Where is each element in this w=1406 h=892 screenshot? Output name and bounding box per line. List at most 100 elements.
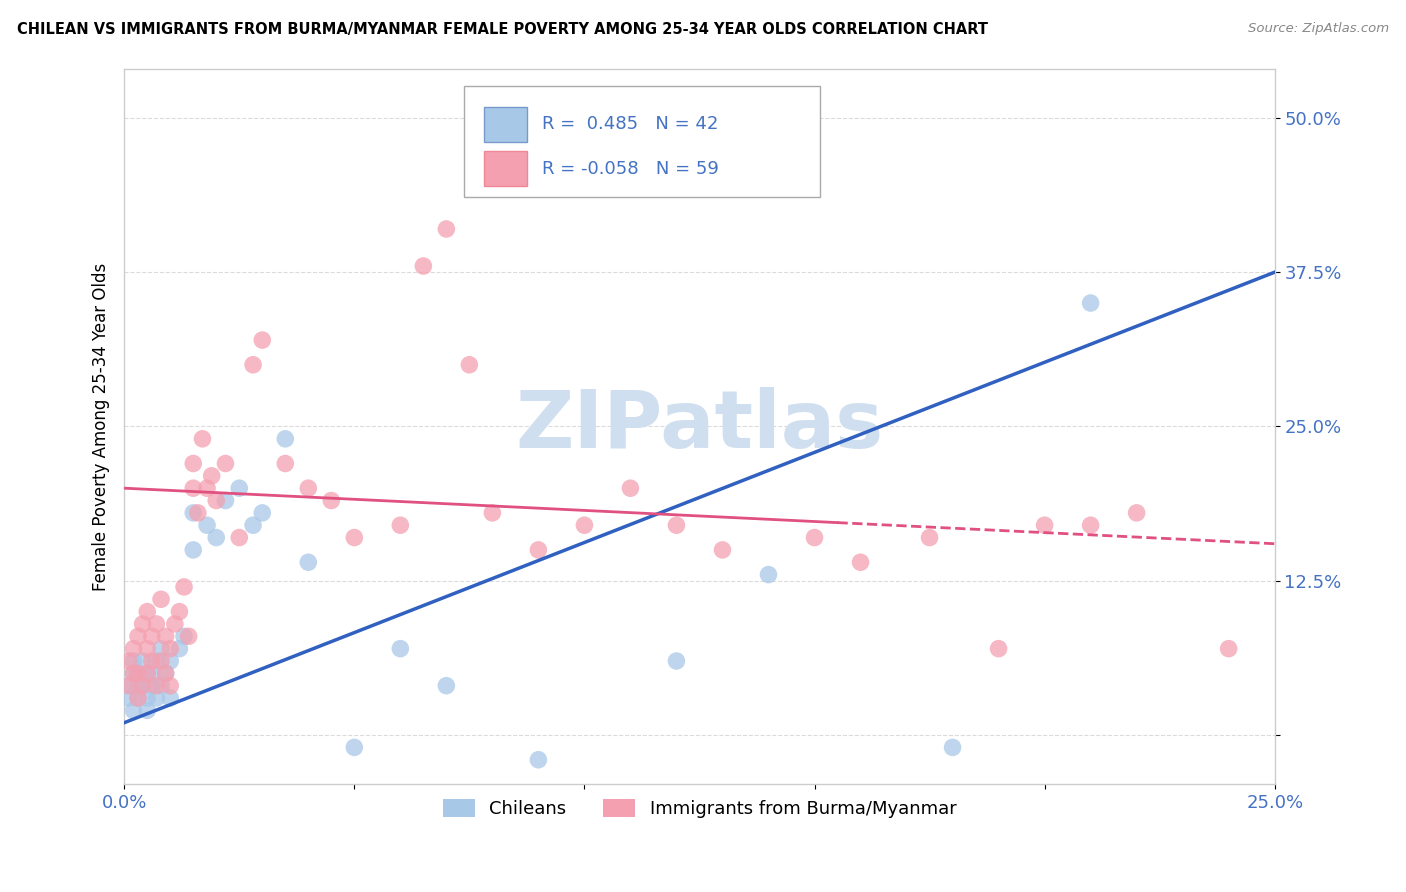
Point [159, 641, 181, 656]
Point [214, 493, 236, 508]
Point [163, 617, 186, 632]
Point [118, 679, 141, 693]
Point [122, 666, 145, 681]
Point [527, 753, 550, 767]
Point [169, 641, 191, 656]
Point [849, 555, 872, 569]
Point [711, 542, 734, 557]
Point [136, 703, 159, 717]
Point [918, 531, 941, 545]
Point [1080, 296, 1102, 310]
Point [274, 432, 297, 446]
Point [665, 654, 688, 668]
Point [321, 493, 343, 508]
Point [181, 481, 204, 495]
Point [141, 679, 163, 693]
Point [173, 629, 195, 643]
Point [201, 468, 224, 483]
Point [131, 617, 153, 632]
Point [145, 617, 167, 632]
Point [665, 518, 688, 533]
Point [141, 654, 163, 668]
Point [412, 259, 434, 273]
Point [150, 654, 173, 668]
Point [242, 358, 264, 372]
Point [155, 666, 177, 681]
Point [136, 641, 159, 656]
Point [191, 432, 214, 446]
Point [141, 666, 163, 681]
Point [343, 531, 366, 545]
Point [1033, 518, 1056, 533]
Y-axis label: Female Poverty Among 25-34 Year Olds: Female Poverty Among 25-34 Year Olds [93, 262, 110, 591]
Point [1125, 506, 1147, 520]
Point [122, 666, 145, 681]
Point [297, 481, 319, 495]
Point [150, 679, 173, 693]
Text: R =  0.485   N = 42: R = 0.485 N = 42 [541, 115, 718, 134]
Point [118, 679, 141, 693]
Point [127, 679, 149, 693]
Point [122, 654, 145, 668]
Point [159, 654, 181, 668]
Point [252, 333, 274, 347]
Point [187, 506, 209, 520]
Point [1218, 641, 1240, 656]
Point [118, 691, 141, 706]
Point [195, 481, 218, 495]
Point [205, 531, 228, 545]
Point [131, 679, 153, 693]
Point [343, 740, 366, 755]
FancyBboxPatch shape [484, 152, 527, 186]
Point [228, 531, 250, 545]
FancyBboxPatch shape [484, 107, 527, 142]
Point [242, 518, 264, 533]
Point [127, 629, 149, 643]
Point [214, 457, 236, 471]
Point [159, 691, 181, 706]
Legend: Chileans, Immigrants from Burma/Myanmar: Chileans, Immigrants from Burma/Myanmar [436, 792, 963, 825]
Point [145, 654, 167, 668]
Point [274, 457, 297, 471]
Point [619, 481, 641, 495]
Text: ZIPatlas: ZIPatlas [516, 387, 883, 466]
Point [941, 740, 963, 755]
Text: Source: ZipAtlas.com: Source: ZipAtlas.com [1249, 22, 1389, 36]
Point [758, 567, 780, 582]
Point [118, 654, 141, 668]
Point [122, 703, 145, 717]
Point [127, 691, 149, 706]
Point [195, 518, 218, 533]
Point [141, 629, 163, 643]
Point [127, 666, 149, 681]
Point [389, 641, 412, 656]
Point [297, 555, 319, 569]
Point [181, 457, 204, 471]
Point [131, 679, 153, 693]
Point [159, 679, 181, 693]
Point [136, 691, 159, 706]
Text: R = -0.058   N = 59: R = -0.058 N = 59 [541, 160, 718, 178]
Point [127, 691, 149, 706]
Text: CHILEAN VS IMMIGRANTS FROM BURMA/MYANMAR FEMALE POVERTY AMONG 25-34 YEAR OLDS CO: CHILEAN VS IMMIGRANTS FROM BURMA/MYANMAR… [17, 22, 988, 37]
Point [150, 641, 173, 656]
Point [173, 580, 195, 594]
Point [131, 654, 153, 668]
Point [122, 641, 145, 656]
Point [228, 481, 250, 495]
Point [155, 629, 177, 643]
Point [145, 691, 167, 706]
Point [458, 358, 481, 372]
Point [136, 605, 159, 619]
Point [155, 666, 177, 681]
Point [205, 493, 228, 508]
Point [389, 518, 412, 533]
Point [181, 506, 204, 520]
Point [1080, 518, 1102, 533]
Point [136, 666, 159, 681]
Point [127, 666, 149, 681]
Point [803, 531, 825, 545]
FancyBboxPatch shape [464, 87, 820, 197]
Point [150, 592, 173, 607]
Point [434, 222, 457, 236]
